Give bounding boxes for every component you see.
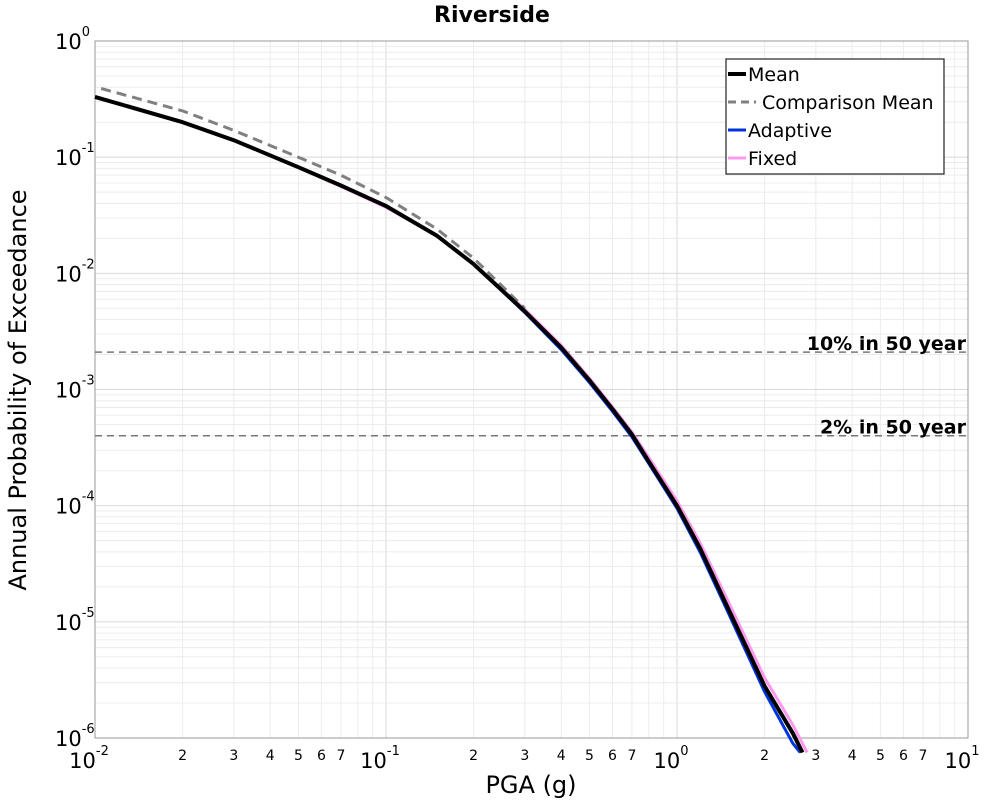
series-line-comparison-mean <box>100 87 526 310</box>
x-tick-label: 10-2 <box>69 744 109 773</box>
x-minor-tick-label: 6 <box>608 748 617 764</box>
grid <box>94 41 968 739</box>
x-minor-tick-label: 3 <box>811 748 820 764</box>
x-minor-tick-label: 5 <box>876 748 885 764</box>
y-tick-label: 10-5 <box>55 606 95 635</box>
x-minor-tick-label: 6 <box>317 748 326 764</box>
y-tick-label: 10-3 <box>55 374 95 403</box>
legend-label: Fixed <box>748 148 797 170</box>
plot-area <box>94 40 969 739</box>
x-axis-label: PGA (g) <box>485 771 576 799</box>
x-minor-tick-label: 4 <box>266 748 275 764</box>
y-tick-label: 10-2 <box>55 257 95 286</box>
y-axis-label: Annual Probability of Exceedance <box>4 189 32 590</box>
legend-label: Mean <box>748 64 800 86</box>
x-minor-tick-label: 2 <box>469 748 478 764</box>
x-tick-label: 10-1 <box>360 744 400 773</box>
x-minor-tick-label: 4 <box>848 748 857 764</box>
chart-title: Riverside <box>434 3 550 28</box>
x-minor-tick-label: 2 <box>760 748 769 764</box>
x-minor-tick-label: 7 <box>336 748 345 764</box>
series-lines <box>94 87 809 754</box>
legend: Mean Comparison Mean Adaptive Fixed <box>725 58 945 175</box>
legend-label: Comparison Mean <box>762 92 934 114</box>
x-minor-tick-label: 4 <box>557 748 566 764</box>
x-tick-label: 100 <box>653 744 688 773</box>
y-tick-label: 10-4 <box>55 490 95 519</box>
y-tick-label: 10-1 <box>55 141 95 170</box>
reference-line-label: 2% in 50 year <box>820 417 967 439</box>
x-minor-tick-label: 6 <box>899 748 908 764</box>
x-minor-tick-label: 5 <box>294 748 303 764</box>
reference-lines: 10% in 50 year 2% in 50 year <box>95 333 968 439</box>
reference-line-label: 10% in 50 year <box>807 333 967 355</box>
x-minor-tick-label: 3 <box>229 748 238 764</box>
x-minor-tick-label: 7 <box>918 748 927 764</box>
x-minor-tick-label: 2 <box>178 748 187 764</box>
x-minor-tick-label: 3 <box>520 748 529 764</box>
x-minor-tick-label: 7 <box>627 748 636 764</box>
x-minor-tick-label: 5 <box>585 748 594 764</box>
y-tick-label: 10-6 <box>55 722 95 751</box>
legend-label: Adaptive <box>748 120 832 142</box>
y-tick-label: 100 <box>55 25 90 54</box>
x-tick-label: 101 <box>944 744 979 773</box>
legend-box <box>725 58 945 175</box>
series-line-mean <box>94 94 805 754</box>
